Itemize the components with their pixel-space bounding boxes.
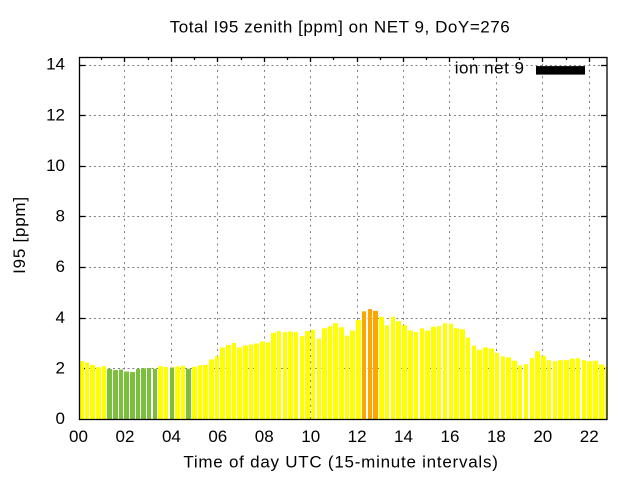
svg-text:14: 14	[394, 427, 413, 446]
svg-text:06: 06	[208, 427, 227, 446]
svg-text:08: 08	[255, 427, 274, 446]
svg-text:00: 00	[69, 427, 88, 446]
svg-text:10: 10	[301, 427, 320, 446]
svg-text:I95 [ppm]: I95 [ppm]	[10, 196, 29, 274]
svg-text:8: 8	[56, 207, 65, 226]
svg-text:04: 04	[162, 427, 181, 446]
svg-text:Total I95 zenith [ppm] on NET: Total I95 zenith [ppm] on NET 9, DoY=276	[170, 18, 511, 37]
svg-text:ion net 9: ion net 9	[455, 59, 525, 78]
svg-text:02: 02	[116, 427, 135, 446]
svg-text:14: 14	[46, 55, 65, 74]
svg-text:0: 0	[56, 409, 65, 428]
svg-text:16: 16	[441, 427, 460, 446]
svg-text:6: 6	[56, 257, 65, 276]
svg-text:10: 10	[46, 156, 65, 175]
svg-text:Time of day UTC (15-minute int: Time of day UTC (15-minute intervals)	[183, 453, 498, 472]
svg-text:12: 12	[46, 105, 65, 124]
svg-text:12: 12	[348, 427, 367, 446]
svg-text:22: 22	[580, 427, 599, 446]
svg-text:4: 4	[56, 308, 65, 327]
svg-text:2: 2	[56, 358, 65, 377]
svg-text:18: 18	[487, 427, 506, 446]
svg-text:20: 20	[533, 427, 552, 446]
